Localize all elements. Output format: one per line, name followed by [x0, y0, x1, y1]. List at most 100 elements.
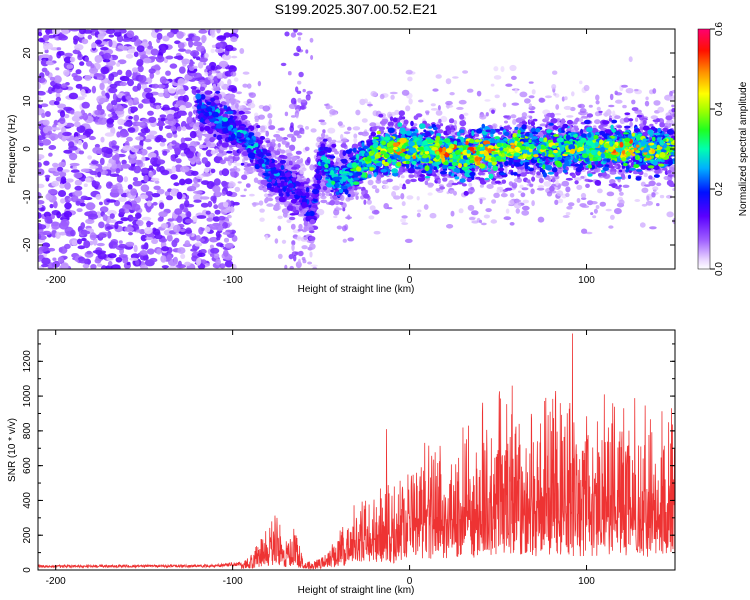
spectrogram-cell	[358, 131, 364, 136]
spectrogram-cell	[107, 260, 113, 267]
spectrogram-cell	[177, 78, 185, 86]
spectrogram-cell	[215, 231, 221, 238]
spectrogram-cell	[125, 241, 135, 247]
spectrogram-cell	[342, 207, 346, 212]
spectrogram-cell	[643, 172, 648, 178]
spectrogram-cell	[190, 86, 198, 90]
spectrogram-cell	[225, 242, 234, 249]
spectrogram-cell	[320, 132, 326, 138]
spectrogram-cell	[166, 234, 173, 242]
spectrogram-cell	[259, 217, 265, 222]
spectrogram-cell	[306, 156, 311, 164]
spectrogram-cell	[624, 112, 631, 116]
spectrogram-cell	[646, 195, 650, 202]
spectrogram-cell	[379, 120, 387, 125]
spectrogram-cell	[408, 174, 415, 178]
spectrogram-cell	[554, 113, 562, 116]
spectrogram-cell	[619, 191, 624, 196]
spectrogram-cell	[297, 36, 301, 41]
spectrogram-cell	[126, 95, 132, 100]
spectrogram-cell	[231, 55, 238, 59]
spectrogram-cell	[57, 50, 65, 56]
spectrogram-cell	[117, 45, 124, 49]
spectrogram-cell	[223, 249, 229, 257]
spectrogram-cell	[665, 115, 673, 121]
spectrogram-cell	[608, 225, 614, 229]
spectrogram-cell	[105, 265, 113, 269]
spectrogram-cell	[251, 202, 260, 206]
spectrogram-cell	[176, 126, 182, 132]
spectrogram-cell	[221, 168, 230, 177]
spectrogram-cell	[632, 171, 639, 175]
spectrogram-cell	[654, 169, 661, 175]
spectrogram-cell	[219, 263, 226, 269]
spectrogram-cell	[107, 113, 113, 118]
spectrogram-cell	[529, 183, 534, 188]
spectrogram-cell	[556, 190, 564, 197]
spectrogram-cell	[586, 113, 594, 118]
spectrogram-cell	[106, 163, 112, 168]
spectrogram-cell	[392, 117, 398, 123]
spectrogram-cell	[184, 75, 193, 81]
spectrogram-cell	[173, 256, 179, 265]
spectrogram-cell	[594, 179, 602, 186]
spectrogram-cell	[563, 105, 572, 110]
spectrogram-cell	[179, 105, 187, 111]
spectrogram-cell	[167, 218, 174, 222]
spectrogram-cell	[240, 194, 247, 198]
spectrogram-cell	[297, 258, 301, 265]
spectrogram-cell	[671, 104, 675, 108]
spectrogram-cell	[206, 141, 212, 147]
spectrogram-cell	[188, 66, 195, 72]
spectrogram-cell	[652, 186, 659, 191]
spectrogram-cell	[449, 190, 456, 194]
spectrogram-cell	[227, 214, 232, 219]
spectrogram-cell	[437, 179, 441, 184]
spectrogram-cell	[566, 119, 574, 125]
spectrogram-cell	[68, 92, 79, 100]
spectrogram-cell	[54, 87, 63, 94]
spectrogram-cell	[265, 234, 269, 241]
spectrogram-cell	[521, 205, 530, 211]
spectrogram-cell	[87, 34, 93, 40]
spectrogram-cell	[511, 75, 517, 80]
spectrogram-cell	[574, 127, 580, 131]
spectrogram-cell	[141, 156, 146, 162]
spectrogram-cell	[262, 105, 271, 112]
spectrogram-cell	[236, 91, 242, 95]
spectrogram-cell	[185, 229, 193, 234]
spectrogram-cell	[174, 208, 183, 215]
spectrogram-cell	[177, 260, 182, 267]
spectrogram-cell	[599, 201, 606, 207]
spectrogram-cell	[188, 111, 193, 117]
spectrogram-cell	[145, 191, 153, 196]
spectrogram-cell	[133, 97, 139, 103]
spectrogram-cell	[65, 178, 74, 183]
spectrogram-cell	[184, 178, 193, 185]
spectrogram-cell	[184, 218, 194, 224]
spectrogram-cell	[130, 188, 138, 196]
spectrogram-cell	[645, 96, 649, 101]
spectrogram-cell	[166, 31, 175, 38]
spectrogram-cell	[38, 82, 41, 90]
spectrogram-cell	[168, 265, 177, 269]
spectrogram-cell	[68, 152, 78, 161]
spectrogram-cell	[659, 194, 665, 199]
spectrogram-cell	[54, 83, 63, 90]
spectrogram-cell	[206, 217, 214, 222]
spectrogram-cell	[448, 118, 455, 124]
spectrogram-cell	[567, 202, 575, 207]
spectrogram-cell	[462, 70, 469, 74]
spectrogram-cell	[203, 62, 207, 66]
spectrogram-cell	[101, 90, 106, 96]
spectrogram-cell	[101, 265, 107, 269]
spectrogram-cell	[117, 126, 123, 130]
spectrogram-cell	[155, 136, 161, 143]
spectrogram-cell	[391, 191, 397, 197]
spectrogram-cell	[98, 233, 104, 239]
spectrogram-cell	[63, 69, 70, 77]
spectrogram-cell	[70, 110, 75, 115]
spectrogram-cell	[369, 122, 377, 127]
spectrogram-cell	[277, 215, 283, 220]
